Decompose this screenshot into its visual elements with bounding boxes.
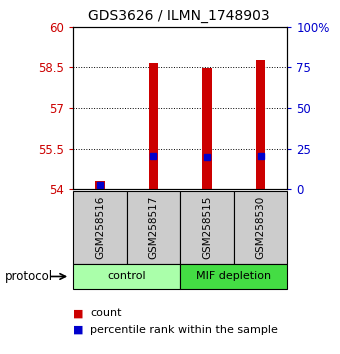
Text: ■: ■ [73, 308, 84, 318]
Text: GSM258516: GSM258516 [95, 196, 105, 259]
Text: GSM258515: GSM258515 [202, 196, 212, 259]
Bar [95, 181, 105, 189]
Bar [149, 63, 158, 189]
Bar [126, 191, 180, 264]
Bar [202, 68, 212, 189]
Bar [73, 264, 180, 289]
Text: GDS3626 / ILMN_1748903: GDS3626 / ILMN_1748903 [88, 9, 269, 23]
Text: GSM258530: GSM258530 [256, 196, 266, 259]
Text: MIF depletion: MIF depletion [196, 272, 271, 281]
Text: GSM258517: GSM258517 [149, 196, 158, 259]
Bar [180, 191, 234, 264]
Text: ■: ■ [73, 325, 84, 335]
Bar [234, 191, 287, 264]
Text: percentile rank within the sample: percentile rank within the sample [90, 325, 278, 335]
Text: protocol: protocol [5, 270, 53, 283]
Bar [180, 264, 287, 289]
Bar [73, 191, 126, 264]
Bar [256, 60, 265, 189]
Text: count: count [90, 308, 122, 318]
Text: control: control [107, 272, 146, 281]
